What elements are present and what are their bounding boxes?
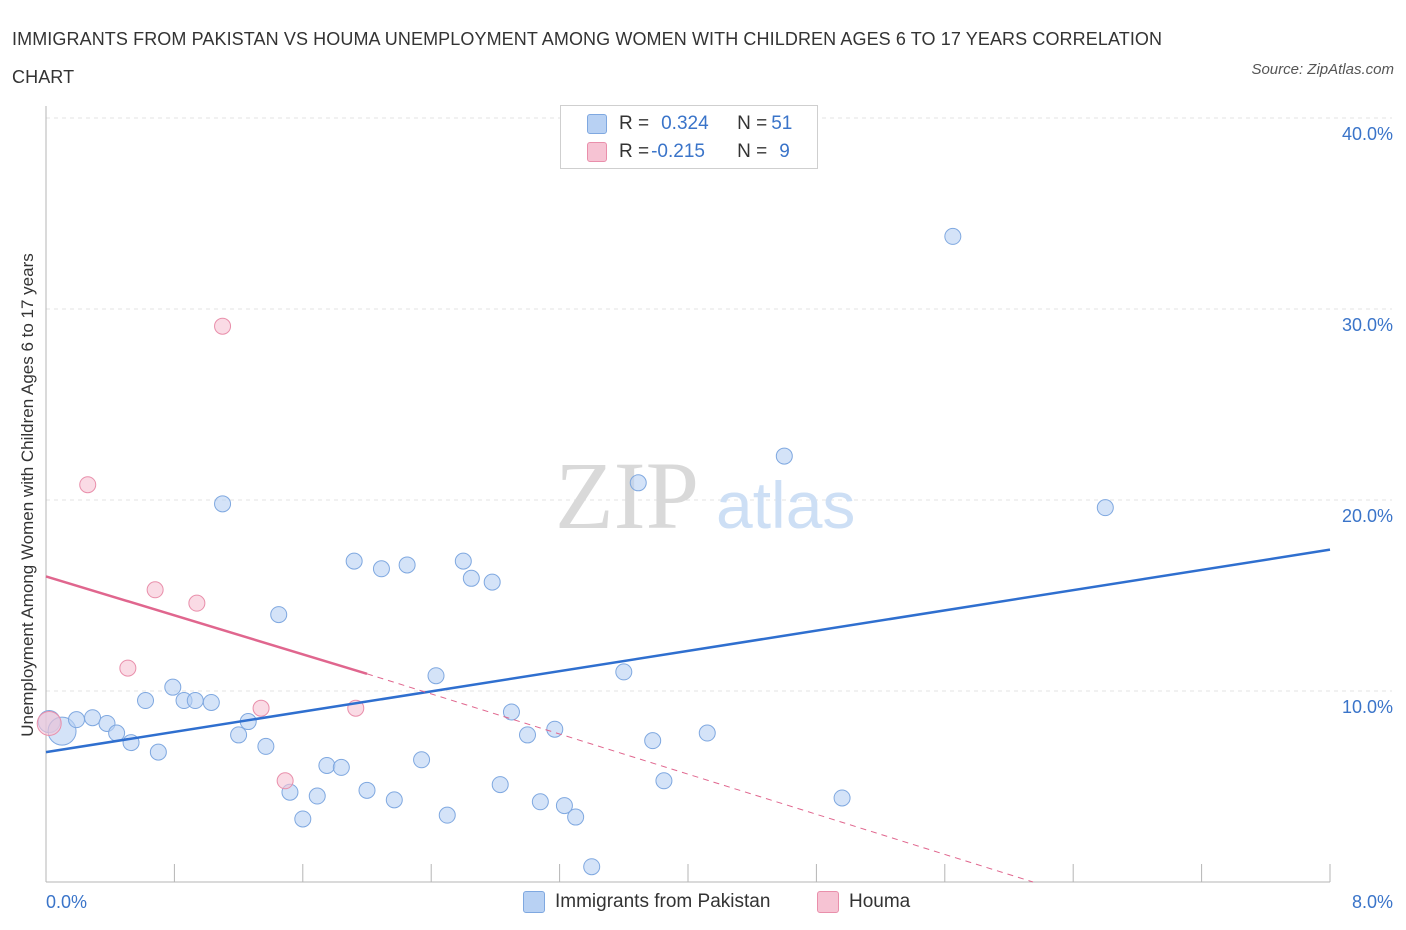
trend-line-houma-extension: [366, 673, 1034, 883]
data-point-houma: [119, 659, 137, 677]
data-point-pakistan: [67, 711, 85, 729]
data-point-pakistan: [318, 756, 336, 774]
data-point-pakistan: [332, 758, 350, 776]
data-point-pakistan: [1096, 499, 1114, 517]
legend-r-value: -0.215: [651, 141, 705, 162]
data-point-houma: [252, 699, 270, 717]
watermark-atlas: atlas: [716, 468, 855, 542]
legend-row-pakistan: R = 0.324 N = 51: [587, 112, 792, 136]
y-tick-labels: 10.0% 20.0% 30.0% 40.0%: [1342, 124, 1393, 717]
gridlines: [46, 117, 1392, 692]
data-point-pakistan: [502, 703, 520, 721]
data-point-pakistan: [519, 726, 536, 744]
data-point-pakistan: [438, 806, 456, 824]
source-credit: Source: ZipAtlas.com: [1251, 61, 1394, 78]
legend-n-value: 51: [771, 113, 793, 134]
data-point-pakistan: [546, 720, 564, 738]
data-point-pakistan: [531, 793, 549, 811]
data-point-pakistan: [413, 751, 431, 769]
data-point-pakistan: [491, 776, 509, 794]
data-point-pakistan: [385, 791, 403, 809]
data-point-pakistan: [483, 573, 501, 591]
axes: [45, 106, 1331, 883]
data-point-pakistan: [294, 810, 312, 828]
data-point-pakistan: [833, 789, 851, 807]
data-point-pakistan: [454, 552, 472, 570]
data-point-pakistan: [164, 678, 182, 696]
watermark-zip: ZIP: [555, 442, 699, 549]
legend-swatch-pink: [817, 891, 839, 913]
y-tick-label: 40.0%: [1342, 124, 1393, 144]
legend-swatch-blue: [523, 891, 545, 913]
data-point-pakistan: [257, 737, 275, 755]
data-point-houma: [36, 710, 62, 736]
y-tick-label: 20.0%: [1342, 506, 1393, 526]
data-point-pakistan: [108, 724, 126, 742]
data-point-pakistan: [214, 495, 232, 513]
data-point-pakistan: [186, 692, 204, 710]
data-point-pakistan: [149, 743, 167, 761]
trend-line-pakistan: [45, 548, 1331, 754]
data-point-houma: [276, 772, 294, 790]
legend-swatch-blue: [587, 114, 607, 134]
data-point-pakistan: [202, 693, 220, 711]
legend-label-houma: Houma: [849, 891, 911, 912]
data-point-houma: [79, 476, 97, 494]
trend-lines: [45, 548, 1331, 883]
legend-r-label: R =: [619, 141, 650, 162]
data-point-pakistan: [775, 447, 793, 465]
legend-r-value: 0.324: [661, 113, 709, 134]
x-tick-label: 8.0%: [1352, 892, 1393, 912]
data-point-pakistan: [462, 569, 480, 587]
legend-swatch-pink: [587, 142, 607, 162]
data-point-pakistan: [230, 726, 248, 744]
data-point-pakistan: [555, 797, 573, 815]
legend-item-pakistan: Immigrants from Pakistan: [523, 889, 770, 915]
data-point-pakistan: [137, 692, 155, 710]
legend-n-value: 9: [779, 141, 790, 162]
data-point-pakistan: [372, 560, 390, 578]
data-point-pakistan: [427, 667, 445, 685]
data-point-pakistan: [345, 552, 363, 570]
data-point-pakistan: [358, 781, 376, 799]
data-point-pakistan: [308, 787, 326, 805]
data-point-pakistan: [655, 772, 673, 790]
data-point-houma: [146, 581, 164, 599]
data-point-pakistan: [944, 227, 962, 245]
data-point-houma: [188, 594, 206, 612]
data-point-pakistan: [270, 606, 288, 624]
legend-n-label: N =: [737, 141, 768, 162]
legend-n-label: N =: [737, 113, 768, 134]
x-tick-label: 0.0%: [46, 892, 87, 912]
data-point-pakistan: [615, 663, 633, 681]
correlation-legend: R = 0.324 N = 51 R = -0.215 N = 9: [560, 105, 818, 169]
data-point-pakistan: [84, 709, 102, 727]
y-tick-label: 10.0%: [1342, 697, 1393, 717]
trend-line-houma: [45, 575, 368, 676]
legend-row-houma: R = -0.215 N = 9: [587, 140, 790, 164]
x-tick-labels: 0.0% 8.0%: [46, 892, 1393, 912]
data-point-pakistan: [567, 808, 585, 826]
data-point-houma: [214, 317, 232, 335]
legend-r-label: R =: [619, 113, 650, 134]
legend-label-pakistan: Immigrants from Pakistan: [555, 891, 771, 912]
chart-title: IMMIGRANTS FROM PAKISTAN VS HOUMA UNEMPL…: [12, 29, 1163, 87]
legend-item-houma: Houma: [817, 889, 910, 915]
data-point-pakistan: [698, 724, 716, 742]
y-tick-label: 30.0%: [1342, 315, 1393, 335]
data-point-pakistan: [629, 474, 647, 492]
series-immigrants-from-pakistan: [37, 227, 1114, 876]
data-point-pakistan: [583, 858, 601, 876]
data-point-pakistan: [644, 732, 662, 750]
data-point-pakistan: [398, 556, 416, 574]
